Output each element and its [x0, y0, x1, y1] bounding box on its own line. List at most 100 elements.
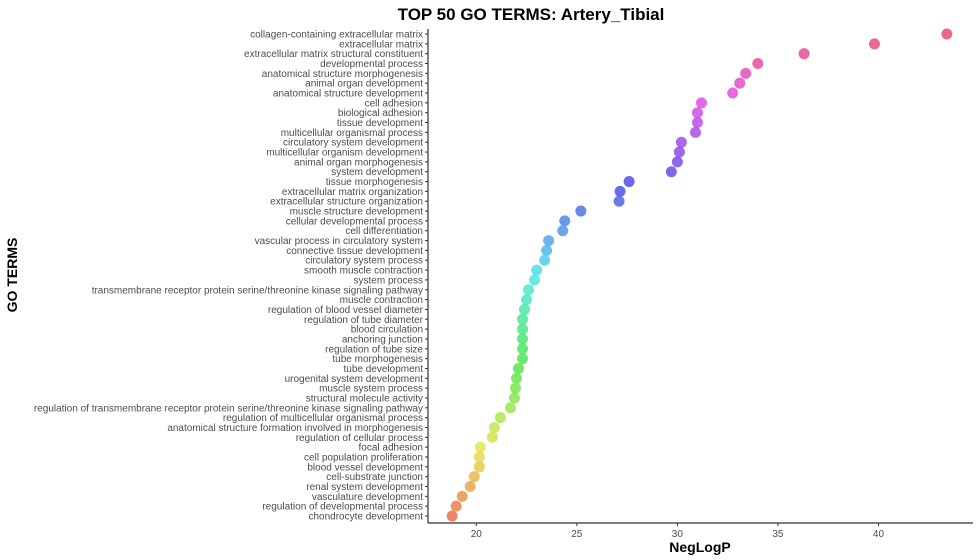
data-points — [446, 28, 953, 522]
data-point — [517, 323, 529, 335]
data-point — [614, 185, 626, 197]
data-point — [541, 244, 553, 256]
y-tick-label: muscle contraction — [340, 295, 423, 306]
data-point — [623, 176, 635, 188]
data-point — [504, 402, 516, 414]
x-tick-label: 25 — [571, 529, 583, 540]
y-tick-label: multicellular organism development — [266, 148, 423, 159]
data-point — [517, 313, 529, 325]
y-tick-label: extracellular matrix organization — [282, 187, 423, 198]
data-point — [474, 441, 486, 453]
data-point — [517, 353, 529, 365]
y-tick-label: animal organ morphogenesis — [294, 157, 423, 168]
x-tick-labels: 20 25 30 35 40 — [471, 523, 885, 540]
y-tick-label: cell-substrate junction — [326, 472, 423, 483]
data-point — [696, 97, 708, 109]
data-point — [521, 294, 533, 306]
y-tick-label: anatomical structure formation involved … — [167, 423, 423, 434]
y-tick-label: connective tissue development — [286, 246, 423, 257]
y-tick-label: renal system development — [306, 482, 423, 493]
y-tick-label: regulation of blood vessel diameter — [268, 305, 424, 316]
data-point — [517, 333, 529, 345]
y-tick-label: regulation of multicellular organismal p… — [223, 413, 423, 424]
y-axis-title: GO TERMS — [4, 238, 20, 313]
data-point — [691, 107, 703, 119]
data-point — [727, 87, 739, 99]
y-tick-label: cell adhesion — [365, 98, 423, 109]
y-tick-label: regulation of cellular process — [296, 433, 423, 444]
data-point — [575, 205, 587, 217]
x-tick-label: 40 — [873, 529, 885, 540]
y-tick-label: tissue morphogenesis — [326, 177, 423, 188]
data-point — [508, 392, 520, 404]
y-tick-label: circulatory system development — [283, 138, 423, 149]
y-tick-label: transmembrane receptor protein serine/th… — [92, 285, 423, 296]
y-tick-label: regulation of tube size — [325, 344, 423, 355]
y-tick-label: tube morphogenesis — [332, 354, 423, 365]
y-tick-label: extracellular matrix — [339, 39, 423, 50]
y-tick-label: focal adhesion — [359, 443, 424, 454]
y-tick-label: tissue development — [337, 118, 423, 129]
x-tick-label: 35 — [772, 529, 784, 540]
data-point — [446, 510, 458, 522]
data-point — [557, 225, 569, 237]
y-tick-label: cell differentiation — [345, 226, 423, 237]
data-point — [613, 195, 625, 207]
y-tick-label: blood vessel development — [307, 462, 423, 473]
data-point — [473, 461, 485, 473]
data-point — [665, 166, 677, 178]
data-point — [488, 421, 500, 433]
y-tick-label: structural molecule activity — [306, 393, 423, 404]
y-tick-label: muscle system process — [319, 384, 423, 395]
x-axis-title: NegLogP — [669, 539, 730, 555]
data-point — [798, 48, 810, 60]
y-tick-label: regulation of tube diameter — [304, 315, 424, 326]
data-point — [510, 372, 522, 384]
x-tick-label: 20 — [471, 529, 483, 540]
data-point — [868, 38, 880, 50]
y-tick-label: urogenital system development — [285, 374, 424, 385]
chart-title: TOP 50 GO TERMS: Artery_Tibial — [398, 5, 665, 24]
y-tick-label: chondrocyte development — [308, 512, 423, 523]
data-point — [517, 343, 529, 355]
y-tick-label: muscle structure development — [290, 207, 424, 218]
data-point — [673, 146, 685, 158]
data-point — [531, 264, 543, 276]
data-point — [559, 215, 571, 227]
data-point — [509, 382, 521, 394]
y-tick-label: circulatory system process — [305, 256, 423, 267]
y-tick-label: anchoring junction — [342, 334, 423, 345]
y-tick-label: cell population proliferation — [304, 452, 423, 463]
y-tick-label: vasculature development — [312, 492, 423, 503]
data-point — [671, 156, 683, 168]
y-tick-label: vascular process in circulatory system — [255, 236, 423, 247]
data-point — [539, 254, 551, 266]
y-tick-label: smooth muscle contraction — [304, 266, 423, 277]
data-point — [740, 67, 752, 79]
y-tick-label: collagen-containing extracellular matrix — [250, 30, 423, 41]
data-point — [523, 284, 535, 296]
y-tick-label: extracellular matrix structural constitu… — [244, 49, 423, 60]
data-point — [691, 117, 703, 129]
data-point — [675, 136, 687, 148]
y-tick-label: cellular developmental process — [286, 216, 423, 227]
data-point — [519, 303, 531, 315]
y-tick-label: blood circulation — [351, 325, 423, 336]
data-point — [494, 412, 506, 424]
y-tick-label: extracellular structure organization — [270, 197, 423, 208]
data-point — [941, 28, 953, 40]
data-point — [752, 58, 764, 70]
y-tick-label: regulation of transmembrane receptor pro… — [34, 403, 423, 414]
y-tick-labels: collagen-containing extracellular matrix… — [34, 30, 428, 523]
x-tick-label: 30 — [672, 529, 684, 540]
data-point — [468, 471, 480, 483]
y-tick-label: regulation of developmental process — [262, 502, 423, 513]
data-point — [529, 274, 541, 286]
data-point — [689, 126, 701, 138]
data-point — [464, 480, 476, 492]
y-tick-label: animal organ development — [305, 79, 423, 90]
y-tick-label: system process — [354, 275, 423, 286]
data-point — [486, 431, 498, 443]
data-point — [512, 362, 524, 374]
